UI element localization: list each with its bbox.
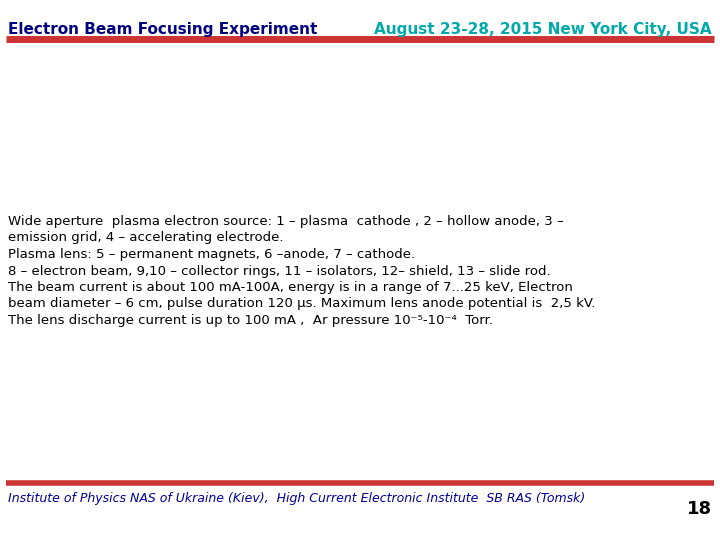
Text: The lens discharge current is up to 100 mA ,  Ar pressure 10⁻⁵-10⁻⁴  Torr.: The lens discharge current is up to 100 …: [8, 314, 493, 327]
Text: The beam current is about 100 mA-100A, energy is in a range of 7...25 keV, Elect: The beam current is about 100 mA-100A, e…: [8, 281, 573, 294]
Text: beam diameter – 6 cm, pulse duration 120 μs. Maximum lens anode potential is  2,: beam diameter – 6 cm, pulse duration 120…: [8, 298, 595, 310]
Text: Institute of Physics NAS of Ukraine (Kiev),  High Current Electronic Institute  : Institute of Physics NAS of Ukraine (Kie…: [8, 492, 585, 505]
Text: Wide aperture  plasma electron source: 1 – plasma  cathode , 2 – hollow anode, 3: Wide aperture plasma electron source: 1 …: [8, 215, 564, 228]
Text: Plasma lens: 5 – permanent magnets, 6 –anode, 7 – cathode.: Plasma lens: 5 – permanent magnets, 6 –a…: [8, 248, 415, 261]
Text: Electron Beam Focusing Experiment: Electron Beam Focusing Experiment: [8, 22, 318, 37]
Text: emission grid, 4 – accelerating electrode.: emission grid, 4 – accelerating electrod…: [8, 232, 284, 245]
Text: 8 – electron beam, 9,10 – collector rings, 11 – isolators, 12– shield, 13 – slid: 8 – electron beam, 9,10 – collector ring…: [8, 265, 551, 278]
Text: August 23-28, 2015 New York City, USA: August 23-28, 2015 New York City, USA: [374, 22, 712, 37]
Bar: [6, 45, 714, 375]
Text: 18: 18: [687, 500, 712, 518]
